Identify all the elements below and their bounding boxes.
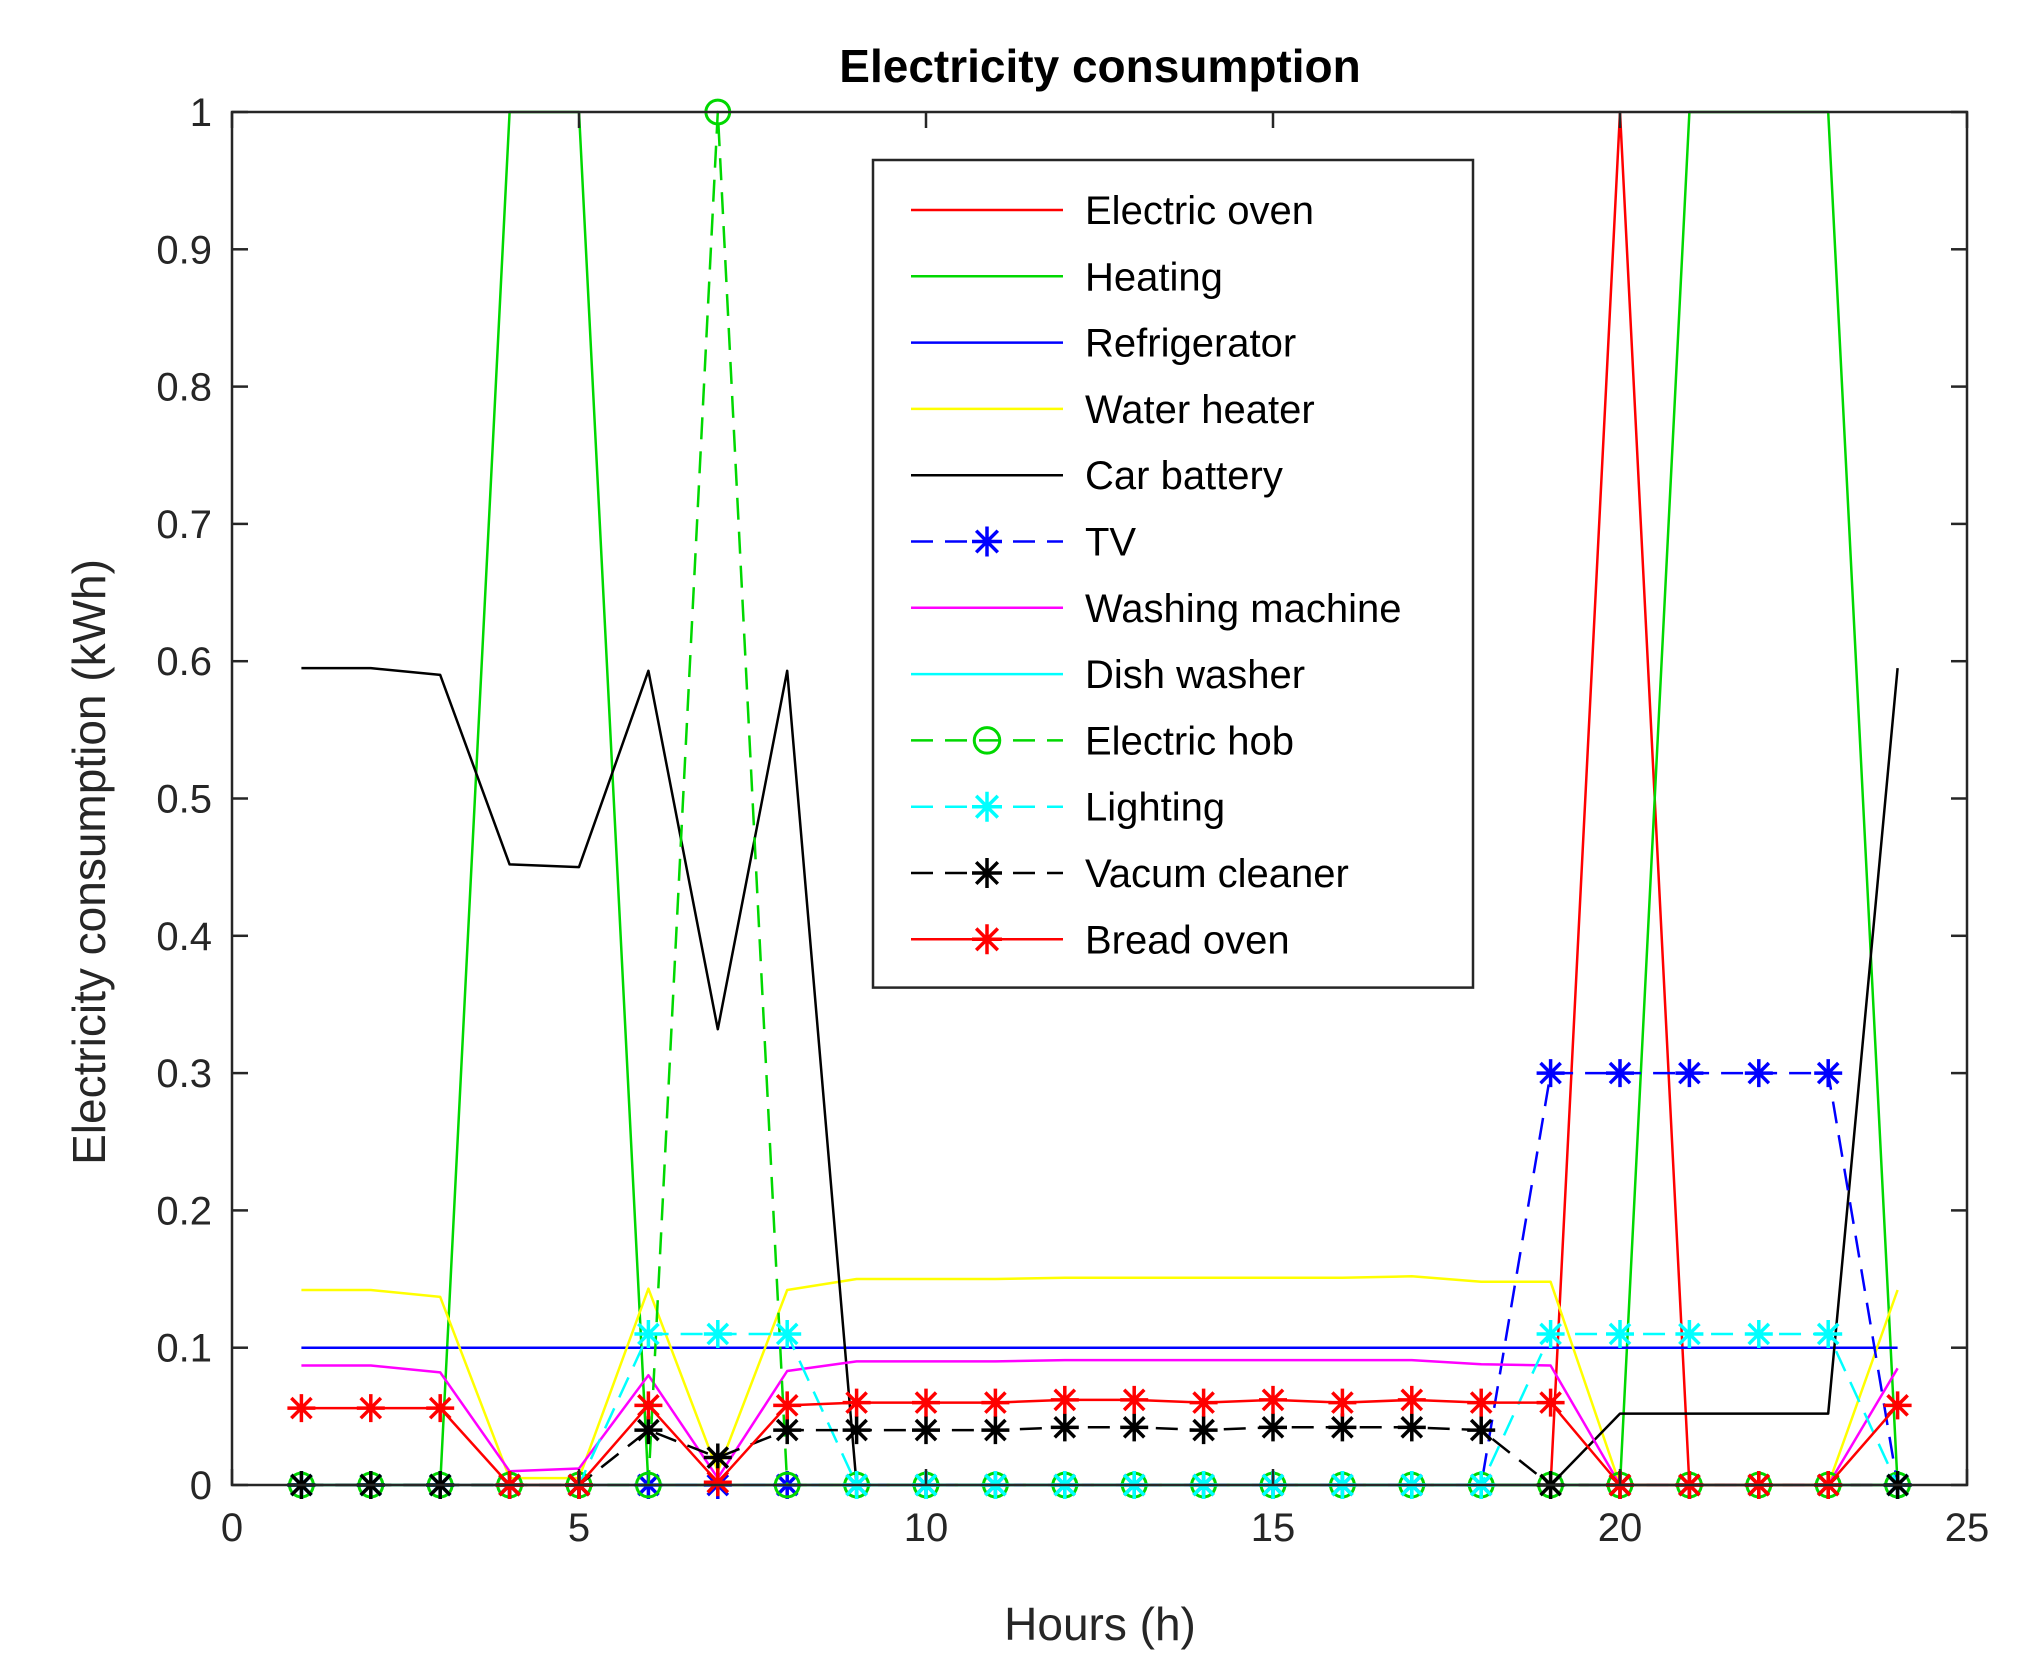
y-tick-label: 0 bbox=[190, 1464, 212, 1508]
data-point-vacum-cleaner bbox=[1189, 1416, 1218, 1445]
data-point-bread-oven bbox=[1328, 1388, 1357, 1417]
data-point-bread-oven bbox=[356, 1394, 385, 1423]
legend-label-lighting: Lighting bbox=[1085, 786, 1225, 830]
ticks-layer: 0 5 10 15 20 25 0 0.1 0.2 0.3 0.4 0.5 0.6 0.7 0.8 0.9 1 bbox=[156, 91, 1989, 1550]
legend-item-dish-washer[interactable]: Dish washer bbox=[911, 653, 1305, 697]
y-axis-label: Electricity consumption (kWh) bbox=[63, 559, 115, 1165]
x-tick-label: 0 bbox=[221, 1506, 243, 1550]
legend-marker-lighting bbox=[972, 791, 1002, 822]
data-point-vacum-cleaner bbox=[1120, 1413, 1149, 1442]
y-tick-label: 0.3 bbox=[156, 1052, 212, 1096]
data-point-bread-oven bbox=[634, 1391, 663, 1420]
y-tick-label: 1 bbox=[190, 91, 212, 135]
y-tick-label: 0.9 bbox=[156, 228, 212, 272]
data-point-bread-oven bbox=[842, 1388, 871, 1417]
y-tick-label: 0.7 bbox=[156, 503, 212, 547]
legend-label-bread-oven: Bread oven bbox=[1085, 918, 1290, 962]
legend[interactable]: Electric oven Heating Refrigerator Water he… bbox=[871, 158, 1475, 989]
legend-label-electric-hob: Electric hob bbox=[1085, 719, 1294, 763]
data-point-bread-oven bbox=[287, 1394, 316, 1423]
x-tick-label: 15 bbox=[1251, 1506, 1296, 1550]
data-point-vacum-cleaner bbox=[981, 1416, 1010, 1445]
x-tick-label: 20 bbox=[1598, 1506, 1643, 1550]
data-point-vacum-cleaner bbox=[1259, 1413, 1287, 1442]
legend-label-water-heater: Water heater bbox=[1085, 388, 1315, 432]
legend-marker-electric-hob bbox=[972, 726, 1002, 755]
legend-item-bread-oven[interactable]: Bread oven bbox=[911, 918, 1290, 962]
y-tick-label: 0.4 bbox=[156, 915, 212, 959]
legend-box bbox=[871, 158, 1475, 989]
data-point-vacum-cleaner bbox=[1328, 1413, 1357, 1442]
data-point-bread-oven bbox=[1883, 1391, 1912, 1420]
legend-item-water-heater[interactable]: Water heater bbox=[911, 388, 1315, 432]
data-point-tv bbox=[1675, 1059, 1704, 1088]
legend-marker-bread-oven bbox=[972, 924, 1002, 955]
data-point-lighting bbox=[1536, 1319, 1565, 1348]
data-point-lighting bbox=[773, 1319, 802, 1348]
legend-item-washing-machine[interactable]: Washing machine bbox=[911, 587, 1401, 631]
data-point-bread-oven bbox=[1050, 1385, 1079, 1414]
data-point-vacum-cleaner bbox=[1050, 1413, 1079, 1442]
data-point-bread-oven bbox=[1189, 1388, 1218, 1417]
data-point-tv bbox=[1814, 1059, 1843, 1088]
legend-label-refrigerator: Refrigerator bbox=[1085, 322, 1296, 366]
data-point-vacum-cleaner bbox=[703, 1443, 732, 1472]
legend-item-refrigerator[interactable]: Refrigerator bbox=[911, 322, 1296, 366]
data-point-lighting bbox=[634, 1319, 663, 1348]
legend-item-car-battery[interactable]: Car battery bbox=[911, 454, 1283, 498]
legend-item-vacum-cleaner[interactable]: Vacum cleaner bbox=[911, 852, 1349, 896]
legend-label-heating: Heating bbox=[1085, 255, 1223, 299]
legend-item-electric-hob[interactable]: Electric hob bbox=[911, 719, 1294, 763]
legend-label-tv: TV bbox=[1085, 521, 1136, 565]
data-point-bread-oven bbox=[703, 1468, 732, 1497]
data-point-bread-oven bbox=[1120, 1385, 1149, 1414]
legend-item-lighting[interactable]: Lighting bbox=[911, 786, 1225, 830]
data-point-bread-oven bbox=[912, 1388, 940, 1417]
data-point-bread-oven bbox=[981, 1388, 1010, 1417]
data-point-lighting bbox=[1814, 1319, 1843, 1348]
data-point-bread-oven bbox=[1259, 1385, 1287, 1414]
data-point-bread-oven bbox=[773, 1391, 802, 1420]
data-point-vacum-cleaner bbox=[912, 1416, 940, 1445]
legend-marker-tv bbox=[972, 526, 1002, 557]
legend-label-vacum-cleaner: Vacum cleaner bbox=[1085, 852, 1349, 896]
legend-label-washing-machine: Washing machine bbox=[1085, 587, 1401, 631]
legend-label-dish-washer: Dish washer bbox=[1085, 653, 1305, 697]
y-tick-label: 0.2 bbox=[156, 1189, 212, 1233]
y-tick-label: 0.1 bbox=[156, 1327, 212, 1371]
data-point-tv bbox=[1606, 1059, 1634, 1088]
legend-item-electric-oven[interactable]: Electric oven bbox=[911, 189, 1314, 233]
y-tick-label: 0.6 bbox=[156, 640, 212, 684]
data-point-bread-oven bbox=[1536, 1388, 1565, 1417]
data-point-bread-oven bbox=[1467, 1388, 1496, 1417]
x-tick-label: 25 bbox=[1945, 1506, 1990, 1550]
data-point-vacum-cleaner bbox=[1467, 1416, 1496, 1445]
x-tick-label: 5 bbox=[568, 1506, 590, 1550]
legend-item-tv[interactable]: TV bbox=[911, 521, 1136, 565]
data-point-tv bbox=[1744, 1059, 1773, 1088]
legend-item-heating[interactable]: Heating bbox=[911, 255, 1223, 299]
y-tick-label: 0.8 bbox=[156, 366, 212, 410]
data-point-vacum-cleaner bbox=[634, 1416, 663, 1445]
data-point-lighting bbox=[1744, 1319, 1773, 1348]
data-point-vacum-cleaner bbox=[842, 1416, 871, 1445]
legend-label-electric-oven: Electric oven bbox=[1085, 189, 1314, 233]
data-point-vacum-cleaner bbox=[773, 1416, 802, 1445]
data-point-lighting bbox=[1675, 1319, 1704, 1348]
data-point-lighting bbox=[703, 1319, 732, 1348]
data-point-vacum-cleaner bbox=[1397, 1413, 1426, 1442]
data-point-lighting bbox=[1606, 1319, 1634, 1348]
x-axis-label: Hours (h) bbox=[1004, 1598, 1196, 1650]
legend-label-car-battery: Car battery bbox=[1085, 454, 1283, 498]
y-tick-label: 0.5 bbox=[156, 778, 212, 822]
data-point-tv bbox=[1536, 1059, 1565, 1088]
chart-title: Electricity consumption bbox=[839, 40, 1360, 92]
x-tick-label: 10 bbox=[904, 1506, 949, 1550]
data-point-bread-oven bbox=[426, 1394, 455, 1423]
data-point-bread-oven bbox=[1397, 1385, 1426, 1414]
legend-marker-vacum-cleaner bbox=[972, 858, 1002, 888]
